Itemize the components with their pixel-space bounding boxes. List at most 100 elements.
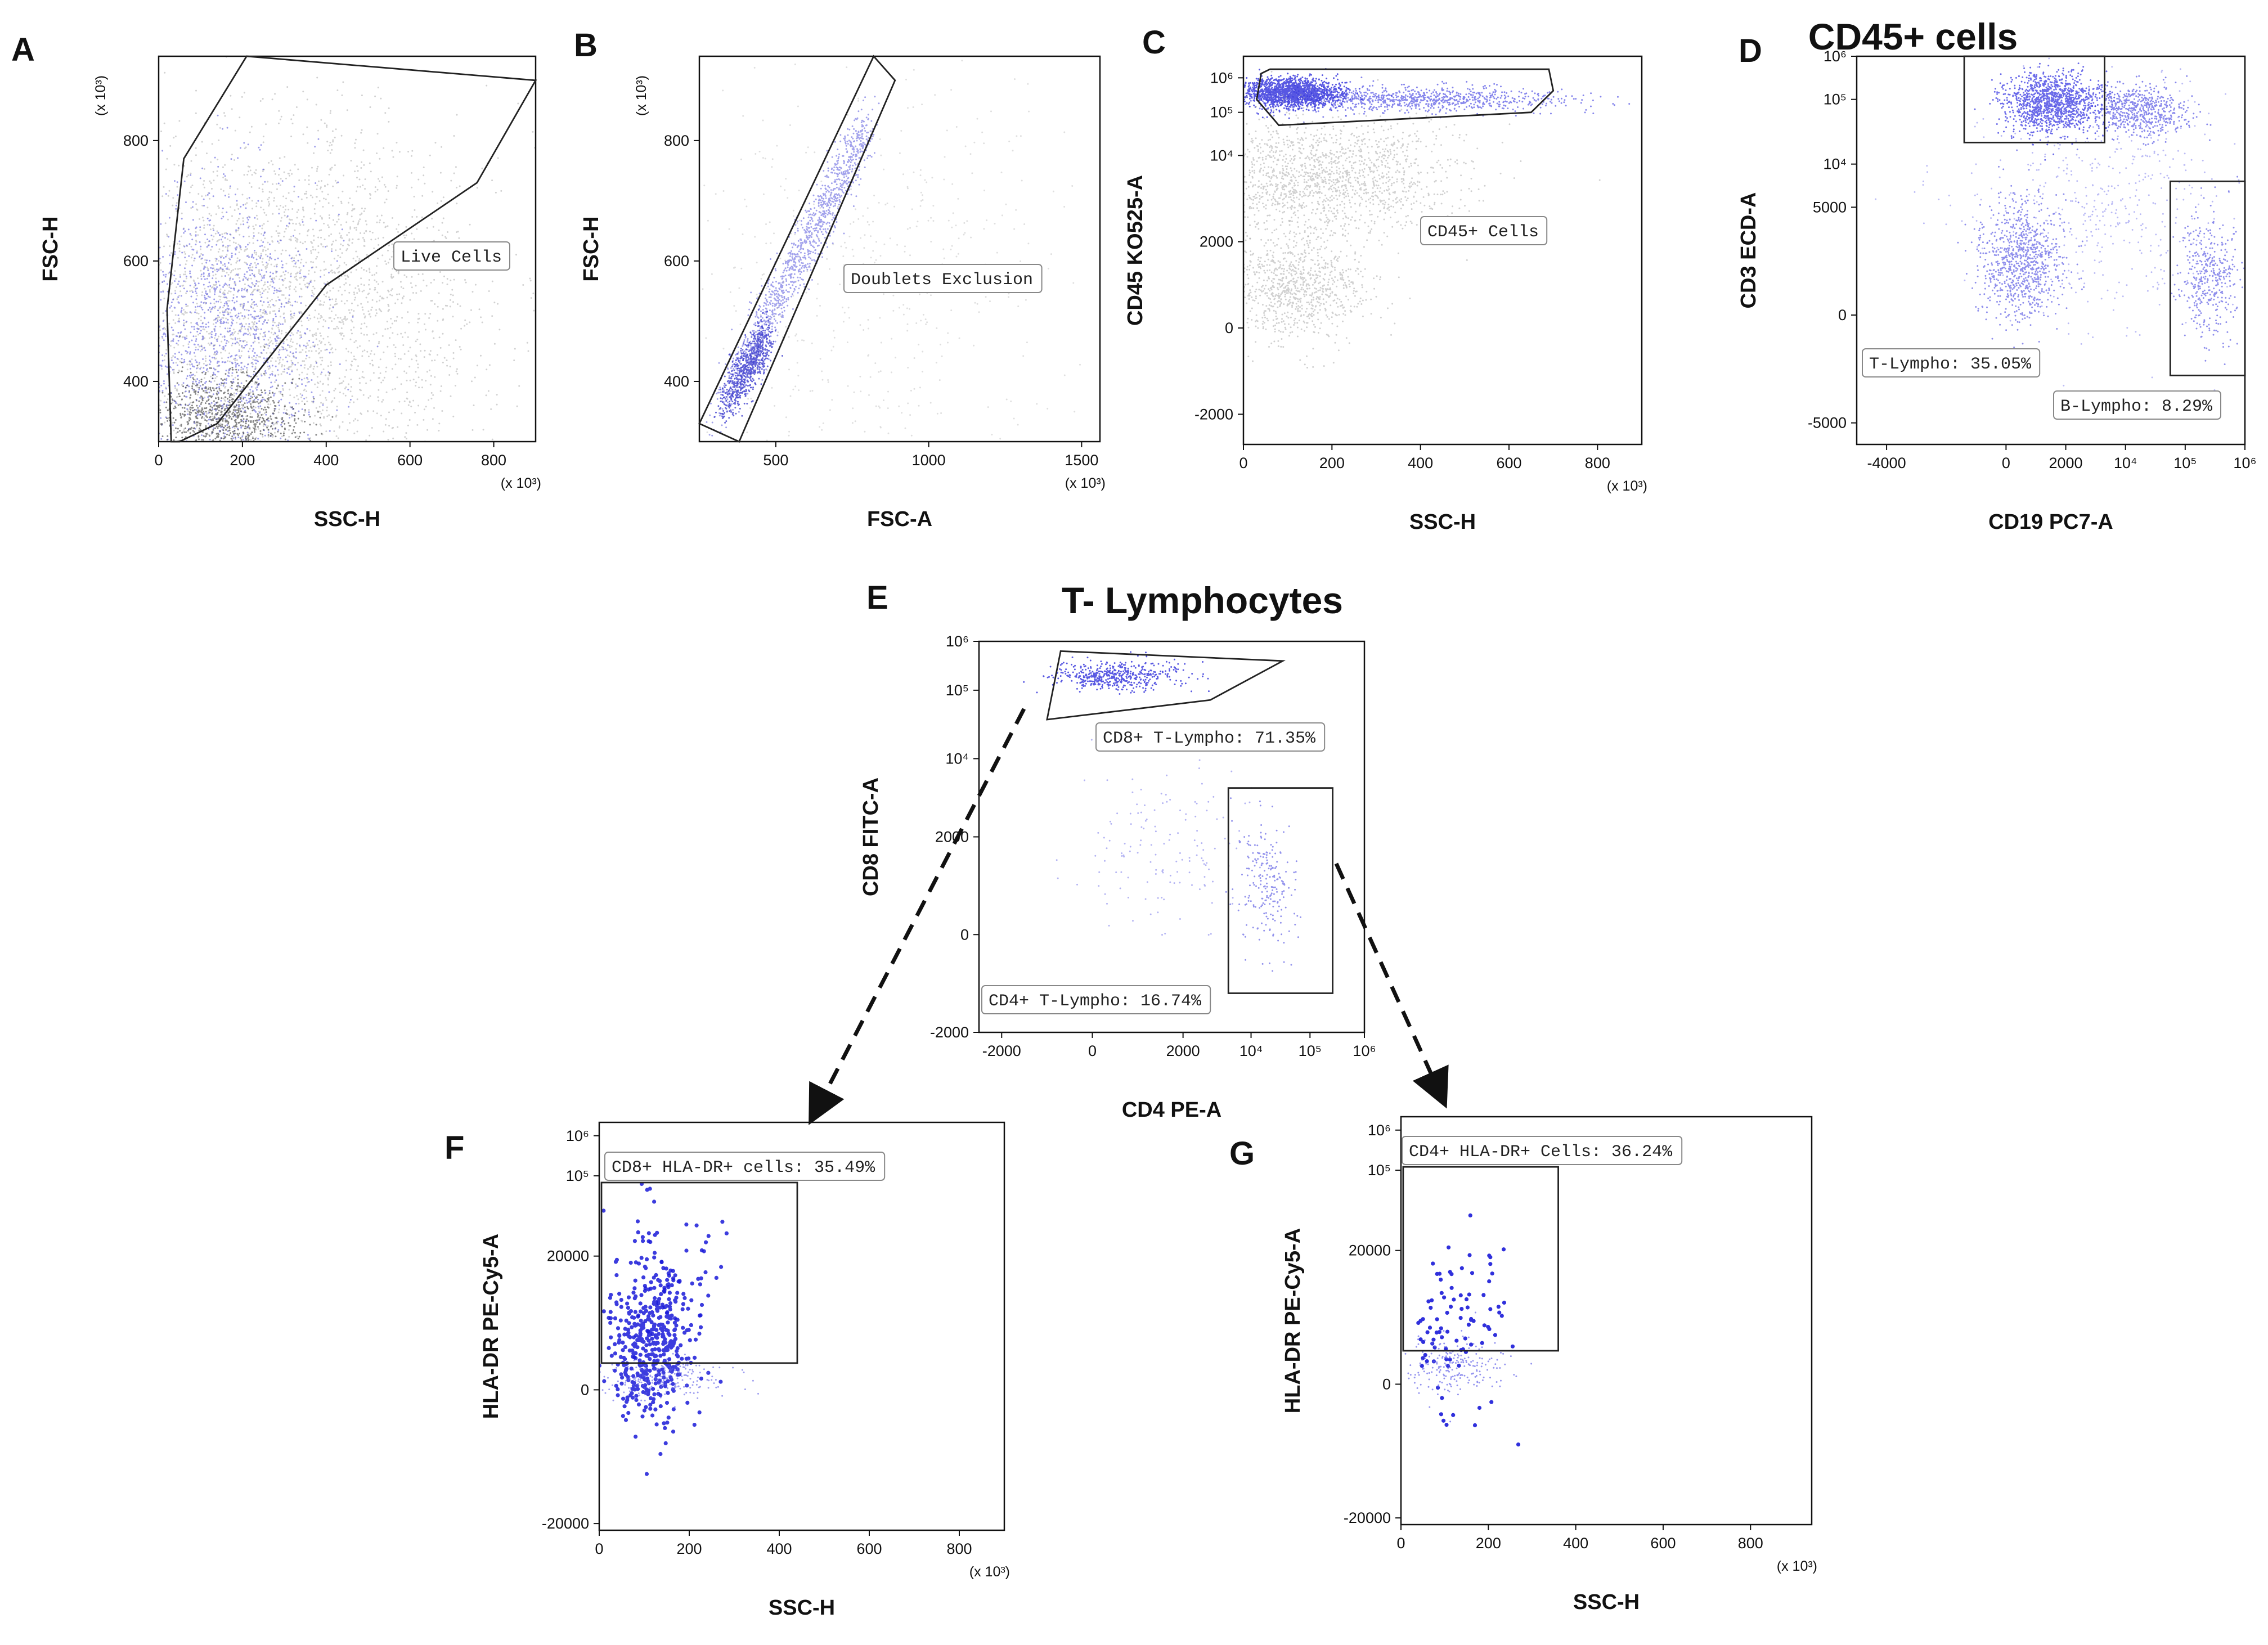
x-tick-label: 800 (946, 1540, 972, 1557)
panel-letter-g: G (1229, 1135, 1255, 1172)
y-tick-label: -20000 (1344, 1509, 1391, 1526)
gate-label: CD8+ T-Lympho: 71.35% (1096, 723, 1324, 751)
y-tick-label: 20000 (547, 1248, 589, 1265)
y-tick-label: 0 (1382, 1376, 1391, 1392)
gate-rect-0[interactable] (1228, 788, 1332, 994)
population-2-dots (1957, 150, 2085, 368)
y-tick-label: 0 (581, 1381, 589, 1398)
y-tick-label: 10⁴ (945, 750, 969, 767)
y-tick-label: 600 (664, 253, 689, 269)
x-tick-label: 1000 (912, 452, 946, 469)
x-tick-label: -2000 (982, 1042, 1021, 1059)
population-0-dots (1974, 47, 2119, 161)
panel-letter-e: E (866, 579, 888, 616)
x-tick-label: 800 (1585, 455, 1610, 471)
population-0-dots (575, 1208, 708, 1476)
x-tick-label: 1500 (1065, 452, 1098, 469)
population-1-dots (1225, 797, 1301, 972)
y-tick-label: 10⁵ (566, 1167, 589, 1184)
gate-label: CD8+ HLA-DR+ cells: 35.49% (605, 1152, 884, 1180)
chart-panel-d: -4000 0 2000 10⁴ 10⁵ 10⁶-50000500010⁴10⁵10⁶CD… (1737, 0, 2268, 534)
y-axis-title: CD3 ECD-A (1737, 192, 1760, 309)
population-2-dots (1114, 71, 1601, 278)
x-tick-label: 600 (1650, 1535, 1676, 1552)
x-tick-label: 400 (1563, 1535, 1588, 1552)
svg-text:CD4+ HLA-DR+ Cells: 36.24%: CD4+ HLA-DR+ Cells: 36.24% (1409, 1143, 1673, 1162)
y-tick-label: 600 (123, 253, 149, 269)
panel-letter-d: D (1739, 33, 1762, 69)
gate-label: CD4+ T-Lympho: 16.74% (982, 986, 1210, 1014)
x-tick-label: 10⁶ (1353, 1042, 1376, 1059)
arrow-to-g (1336, 864, 1440, 1094)
y-tick-label: 10⁶ (946, 633, 969, 650)
plot-frame (699, 56, 1100, 442)
gate-label: Live Cells (394, 242, 510, 270)
svg-text:Doublets Exclusion: Doublets Exclusion (851, 271, 1033, 290)
x-tick-label: 10⁴ (2114, 455, 2137, 471)
x-tick-label: -4000 (1867, 455, 1906, 471)
y-tick-label: -2000 (1194, 406, 1233, 423)
y-tick-label: 2000 (1200, 233, 1233, 250)
gate-polygon-0[interactable] (699, 56, 895, 442)
population-0-dots (1023, 651, 1210, 695)
population-2-dots (1056, 739, 1261, 936)
y-axis-title: HLA-DR PE-Cy5-A (479, 1234, 503, 1419)
svg-text:CD45+ Cells: CD45+ Cells (1427, 223, 1539, 242)
population-0-dots (1218, 68, 1393, 119)
y-tick-label: 10⁶ (1368, 1122, 1391, 1139)
y-tick-label: 10⁴ (1210, 147, 1233, 164)
population-1-dots (1117, 77, 1630, 123)
x-tick-label: 800 (1738, 1535, 1763, 1552)
y-tick-label: 800 (123, 132, 149, 149)
scatter-points (1875, 0, 2268, 391)
gate-label: CD4+ HLA-DR+ Cells: 36.24% (1402, 1136, 1682, 1165)
x-axis-title: SSC-H (1409, 510, 1476, 534)
y-tick-label: 10⁶ (1824, 48, 1847, 65)
svg-text:CD8+ T-Lympho: 71.35%: CD8+ T-Lympho: 71.35% (1103, 729, 1316, 748)
y-unit-label: (x 10³) (93, 75, 109, 116)
y-tick-label: -5000 (1808, 415, 1847, 432)
y-tick-label: 5000 (1813, 199, 1847, 215)
population-1-dots (1392, 1312, 1532, 1423)
x-tick-label: 0 (595, 1540, 603, 1557)
y-tick-label: 10⁶ (566, 1127, 589, 1144)
x-tick-label: 0 (1239, 455, 1247, 471)
x-tick-label: 600 (856, 1540, 882, 1557)
y-tick-label: 10⁵ (946, 682, 969, 699)
x-tick-label: 0 (1396, 1535, 1405, 1552)
plot-frame (1401, 1117, 1812, 1525)
x-unit-label: (x 10³) (969, 1564, 1010, 1580)
y-tick-label: 20000 (1349, 1242, 1391, 1259)
x-axis-title: SSC-H (1573, 1590, 1640, 1614)
y-tick-label: 400 (123, 373, 149, 390)
y-tick-label: 10⁵ (1210, 104, 1233, 121)
y-tick-label: 10⁶ (1210, 69, 1233, 86)
panel-letter-c: C (1142, 24, 1166, 61)
y-axis-title: CD8 FITC-A (859, 777, 883, 896)
x-axis-title: CD4 PE-A (1122, 1098, 1221, 1122)
panel-letter-a: A (11, 32, 35, 68)
gate-label: Doublets Exclusion (844, 264, 1042, 293)
population-2-dots (114, 335, 334, 489)
x-tick-label: 400 (313, 452, 339, 469)
y-unit-label: (x 10³) (634, 75, 649, 116)
gate-label: T-Lympho: 35.05% (1862, 349, 2040, 377)
y-tick-label: 800 (664, 132, 689, 149)
x-tick-label: 0 (154, 452, 163, 469)
gate-rect-0[interactable] (1403, 1167, 1559, 1351)
x-unit-label: (x 10³) (501, 475, 541, 491)
y-axis-title: HLA-DR PE-Cy5-A (1281, 1228, 1305, 1413)
x-tick-label: 200 (676, 1540, 702, 1557)
scatter-points (1023, 651, 1301, 972)
x-tick-label: 2000 (2049, 455, 2082, 471)
title-t-lymphocytes: T- Lymphocytes (1062, 579, 1343, 621)
scatter-points (567, 1168, 759, 1476)
population-0-dots (1416, 1213, 1520, 1446)
y-axis-title: CD45 KO525-A (1124, 175, 1147, 326)
x-axis-title: FSC-A (867, 507, 932, 531)
x-axis-title: SSC-H (314, 507, 380, 531)
x-tick-label: 0 (2002, 455, 2010, 471)
